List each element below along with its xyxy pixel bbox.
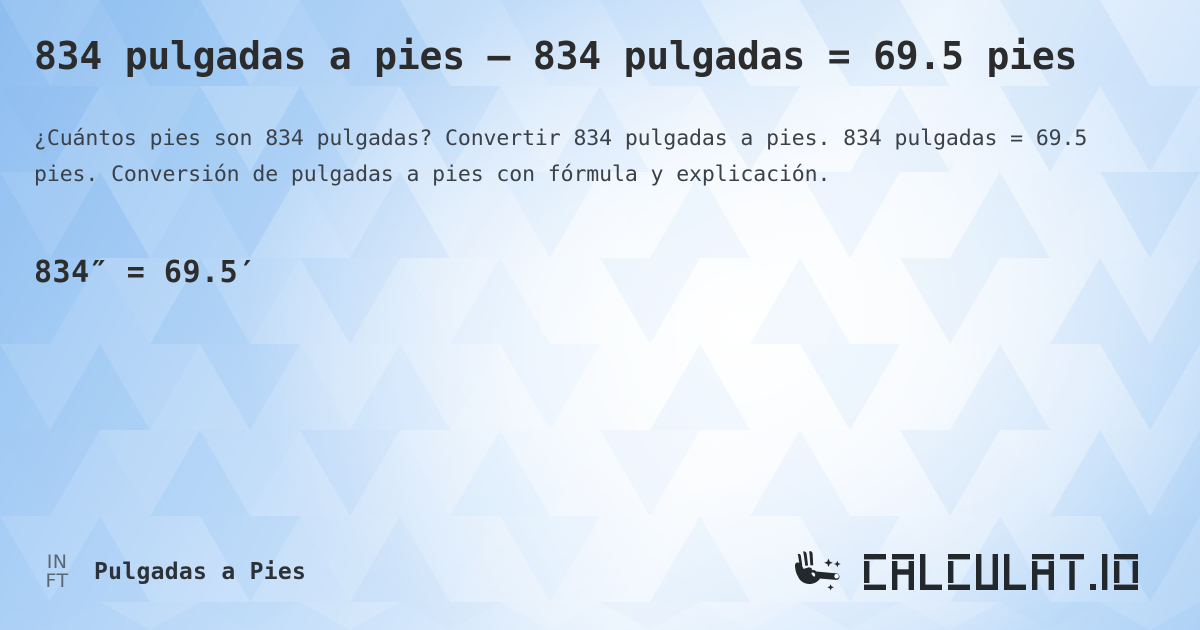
page-description: ¿Cuántos pies son 834 pulgadas? Converti… xyxy=(34,126,1088,187)
footer-left-group: IN FT Pulgadas a Pies xyxy=(40,553,306,591)
footer-conversion-label: Pulgadas a Pies xyxy=(94,559,307,585)
brand-logo[interactable] xyxy=(792,548,1160,596)
footer: IN FT Pulgadas a Pies xyxy=(34,538,1166,630)
unit-conversion-badge: IN FT xyxy=(40,553,74,591)
brand-wordmark xyxy=(862,552,1160,592)
content-spacer xyxy=(34,290,1166,538)
page-title: 834 pulgadas a pies – 834 pulgadas = 69.… xyxy=(34,34,1078,78)
unit-from-label: IN xyxy=(46,551,68,573)
unit-to-label: FT xyxy=(45,570,69,592)
magic-wand-hand-icon xyxy=(792,548,854,596)
conversion-result: 834″ = 69.5′ xyxy=(34,255,257,290)
